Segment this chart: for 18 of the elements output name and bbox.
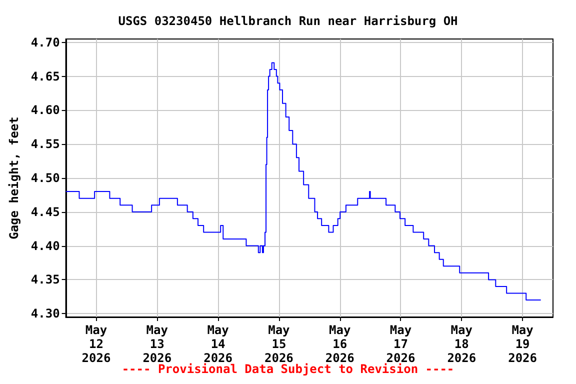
x-tick-label: May 19 2026 <box>508 323 538 365</box>
x-tick-label: May 18 2026 <box>447 323 476 365</box>
x-tick-label: May 13 2026 <box>142 323 172 365</box>
y-tick-label: 4.70 <box>30 35 60 50</box>
text: ---- Provisional Data Subject to Revision ---- <box>122 362 454 376</box>
y-tick-label: 4.60 <box>30 103 60 118</box>
y-tick-label: 4.65 <box>30 69 60 84</box>
y-tick-label: 4.45 <box>30 204 60 219</box>
y-tick-label: 4.55 <box>30 137 60 152</box>
x-tick-label: May 12 2026 <box>82 323 111 365</box>
y-axis-title: Gage height, feet <box>7 116 21 240</box>
x-tick-label: May 15 2026 <box>264 323 294 365</box>
y-tick-label: 4.50 <box>30 171 60 185</box>
y-tick-label: 4.30 <box>30 306 60 321</box>
y-tick-label: 4.40 <box>30 238 60 253</box>
x-tick-label: May 16 2026 <box>325 323 354 365</box>
y-tick-label: 4.35 <box>30 272 60 287</box>
chart-title: USGS 03230450 Hellbranch Run near Harrisburg OH <box>118 14 458 28</box>
